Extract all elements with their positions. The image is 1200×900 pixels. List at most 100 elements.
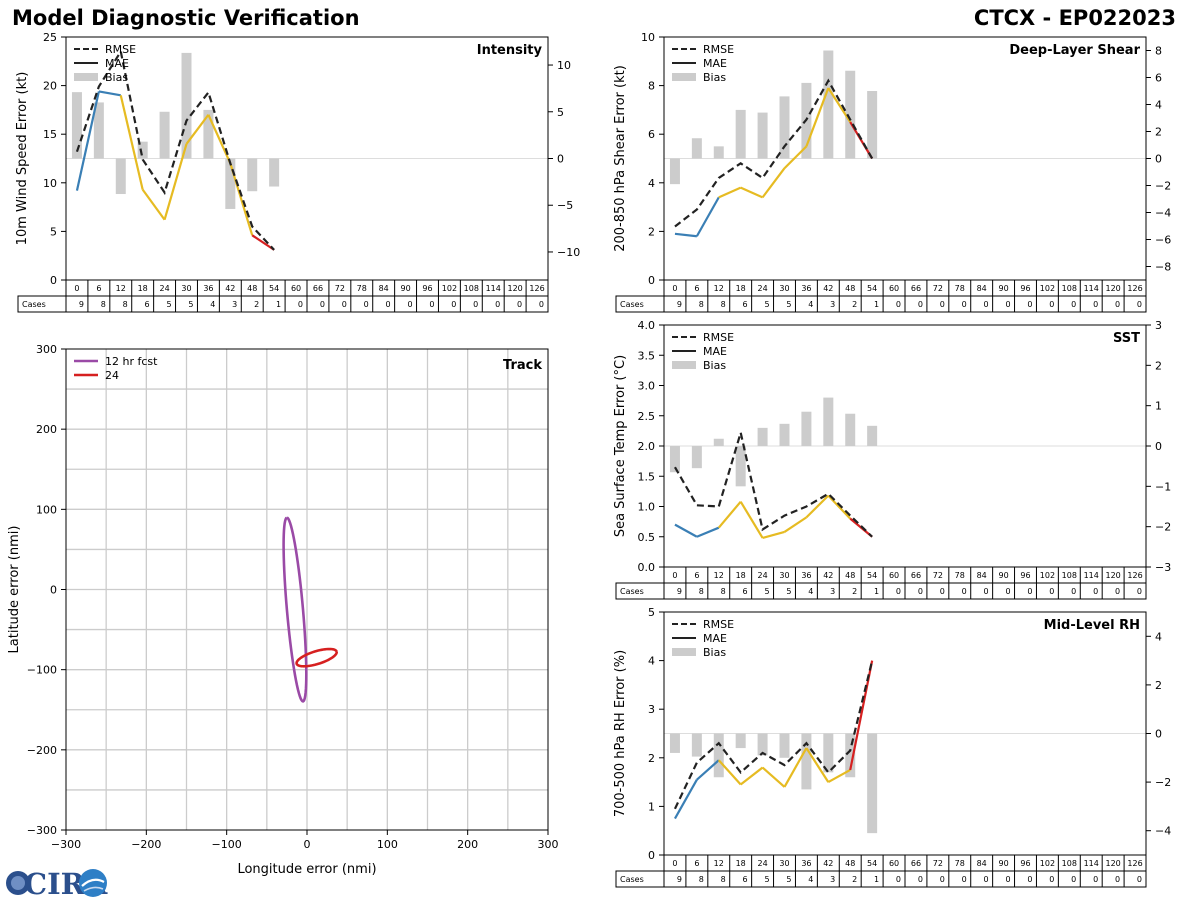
rh-lead-label: 102 [1040,859,1055,868]
rh-lead-label: 12 [714,859,724,868]
shear-lead-label: 120 [1105,284,1120,293]
sst-lead-label: 60 [889,571,899,580]
rh-case-count: 0 [1049,875,1054,884]
shear-y2tick-label: −4 [1155,207,1171,220]
rh-case-count: 8 [721,875,726,884]
track-xtick-label: −200 [131,838,161,851]
shear-case-count: 0 [1049,300,1054,309]
shear-lead-label: 114 [1084,284,1099,293]
rh-ytick-label: 5 [648,606,655,619]
sst-y2tick-label: −2 [1155,521,1171,534]
rh-bias-bar [801,733,812,790]
rh-case-count: 0 [940,875,945,884]
sst-cases-row [615,582,1147,600]
sst-ytick-label: 2.5 [638,410,656,423]
legend-rmse-label: RMSE [703,618,734,631]
rh-ytick-label: 4 [648,655,655,668]
track-ytick-label: −200 [27,744,57,757]
sst-lead-label: 90 [998,571,1008,580]
intensity-case-count: 0 [364,300,369,309]
sst-bias-bar [779,423,790,446]
sst-bias-bar [735,446,746,487]
rh-title: Mid-Level RH [1044,618,1140,633]
rh-bias-bar [823,733,834,773]
rh-case-count: 0 [1137,875,1142,884]
shear-y2tick-label: −8 [1155,261,1171,274]
rh-ytick-label: 1 [648,800,655,813]
sst-case-count: 0 [962,587,967,596]
rh-case-count: 5 [786,875,791,884]
intensity-case-count: 0 [342,300,347,309]
sst-lead-label: 12 [714,571,724,580]
rh-bias-bar [867,733,878,834]
intensity-cases-label: Cases [22,300,46,309]
rh-bias-bar [845,733,856,778]
legend-bias-label: Bias [703,646,726,659]
shear-ytick-label: 6 [648,128,655,141]
shear-mae-segment [761,167,786,199]
shear-lead-label: 30 [779,284,789,293]
intensity-lead-label: 126 [529,284,544,293]
sst-y2tick-label: 0 [1155,440,1162,453]
intensity-y2tick-label: −10 [557,246,580,259]
sst-y2tick-label: −1 [1155,480,1171,493]
shear-lead-label: 96 [1020,284,1030,293]
legend-rmse-label: RMSE [703,43,734,56]
rh-case-count: 9 [677,875,682,884]
sst-y2tick-label: 1 [1155,400,1162,413]
track-title: Track [503,358,542,373]
intensity-bias-bar [247,158,258,192]
intensity-bias-bar [269,158,280,187]
rh-case-count: 0 [896,875,901,884]
sst-lead-label: 72 [933,571,943,580]
sst-mae-segment [827,494,852,520]
sst-case-count: 0 [896,587,901,596]
rh-bias-bar [735,733,746,749]
sst-bias-bar [801,411,812,446]
intensity-mae-segment [119,95,144,190]
shear-ytick-label: 8 [648,80,655,93]
rh-lead-label: 96 [1020,859,1030,868]
shear-mae-segment [805,87,830,147]
shear-lead-label: 72 [933,284,943,293]
sst-mae-segment [805,494,830,519]
intensity-lead-label: 24 [159,284,169,293]
track-xtick-label: −300 [51,838,81,851]
legend-bias-swatch [672,73,696,81]
shear-y2tick-label: 4 [1155,99,1162,112]
shear-lead-label: 48 [845,284,855,293]
rh-y2tick-label: 0 [1155,728,1162,741]
rh-mae-segment [827,768,851,784]
sst-case-count: 1 [874,587,879,596]
intensity-mae-segment [98,90,121,97]
rh-case-count: 0 [984,875,989,884]
intensity-lead-label: 42 [225,284,235,293]
shear-case-count: 0 [896,300,901,309]
intensity-lead-label: 36 [203,284,213,293]
intensity-bias-bar [115,158,126,195]
intensity-lead-label: 114 [486,284,501,293]
shear-case-count: 8 [721,300,726,309]
legend-bias-label: Bias [703,71,726,84]
shear-mae-segment [740,186,764,199]
rh-case-count: 0 [1115,875,1120,884]
sst-case-count: 5 [764,587,769,596]
sst-ylabel: Sea Surface Temp Error (°C) [613,355,628,537]
rh-ytick-label: 2 [648,752,655,765]
intensity-case-count: 0 [386,300,391,309]
intensity-ytick-label: 0 [50,274,57,287]
intensity-lead-label: 30 [181,284,191,293]
rh-lead-label: 24 [757,859,767,868]
sst-bias-bar [845,413,856,446]
rh-case-count: 6 [743,875,748,884]
shear-bias-bar [691,138,702,159]
rh-ylabel: 700-500 hPa RH Error (%) [613,650,628,817]
shear-lead-label: 60 [889,284,899,293]
rh-mae-segment [761,766,786,788]
sst-bias-bar [669,446,680,473]
intensity-bias-bar [159,111,170,159]
intensity-ytick-label: 15 [43,128,57,141]
track-xtick-label: 300 [538,838,559,851]
sst-lead-label: 102 [1040,571,1055,580]
